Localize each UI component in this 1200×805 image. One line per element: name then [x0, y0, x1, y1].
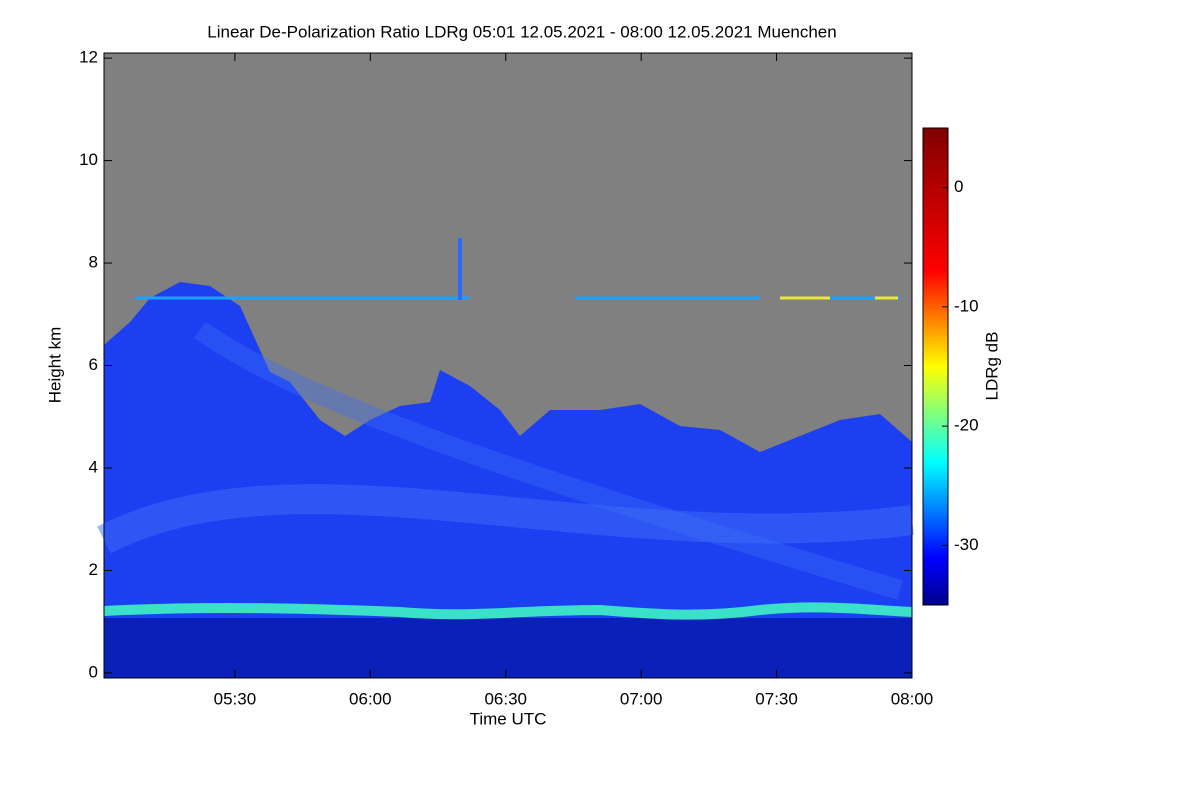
y-tick-label: 2	[89, 560, 98, 579]
chart-title: Linear De-Polarization Ratio LDRg 05:01 …	[207, 22, 836, 41]
y-tick-label: 6	[89, 355, 98, 374]
colorbar-tick-label: -10	[954, 296, 979, 315]
colorbar-tick-label: -20	[954, 416, 979, 435]
x-tick-label: 08:00	[891, 689, 934, 708]
x-tick-label: 06:30	[484, 689, 527, 708]
colorbar-tick-label: 0	[954, 177, 963, 196]
y-tick-label: 8	[89, 253, 98, 272]
y-tick-label: 4	[89, 457, 98, 476]
y-axis-label: Height km	[45, 327, 64, 404]
colorbar	[922, 127, 949, 606]
x-tick-label: 05:30	[214, 689, 257, 708]
x-tick-label: 06:00	[349, 689, 392, 708]
colorbar-tick-label: -30	[954, 535, 979, 554]
y-tick-label: 0	[89, 662, 98, 681]
y-tick-label: 12	[79, 48, 98, 67]
x-axis-label: Time UTC	[470, 709, 547, 728]
y-tick-label: 10	[79, 150, 98, 169]
x-tick-label: 07:00	[620, 689, 663, 708]
heatmap-image	[97, 53, 914, 678]
colorbar-label: LDRg dB	[982, 332, 1001, 401]
x-tick-label: 07:30	[755, 689, 798, 708]
